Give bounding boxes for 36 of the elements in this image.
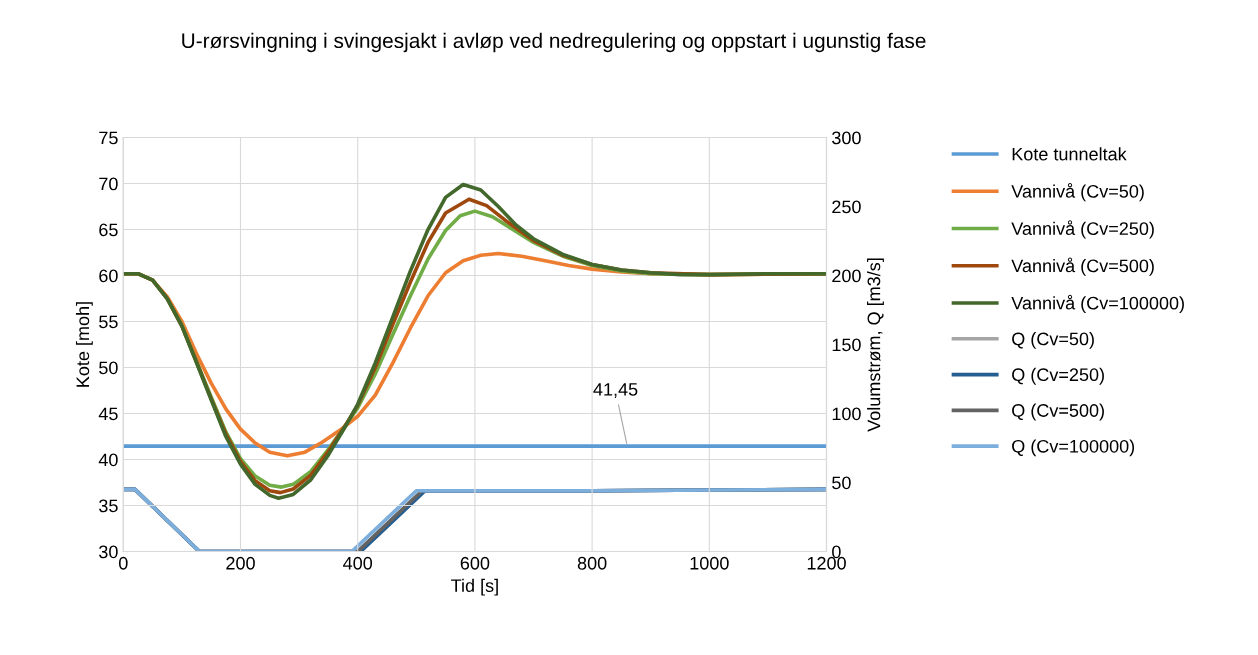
y-tick-label: 35 <box>99 499 118 513</box>
legend-label: Q (Cv=500) <box>1012 403 1104 421</box>
y-axis-title: Kote [moh] <box>75 302 93 387</box>
x-tick-label: 200 <box>226 556 255 570</box>
x-tick-label: 0 <box>118 556 128 570</box>
legend-label: Vannivå (Cv=50) <box>1011 183 1144 202</box>
x-tick-label: 400 <box>343 556 373 570</box>
legend-label: Q (Cv=50) <box>1012 332 1094 349</box>
annotation: 41,45 <box>593 383 638 398</box>
y-tick-label: 75 <box>99 131 118 145</box>
y-tick-label: 45 <box>98 407 118 421</box>
y-tick-label: 65 <box>99 223 118 237</box>
y-tick-label: 40 <box>98 453 118 467</box>
y2-tick-label: 200 <box>832 269 861 283</box>
y-tick-label: 55 <box>99 315 118 329</box>
x-axis-title: Tid [s] <box>451 578 498 596</box>
x-tick-label: 800 <box>577 556 607 570</box>
y-tick-label: 50 <box>99 361 118 375</box>
x-tick-label: 600 <box>460 556 490 570</box>
y2-axis-title: Volumstrøm, Q [m3/s] <box>867 258 884 432</box>
legend-label: Vannivå (Cv=500) <box>1011 257 1154 276</box>
y-tick-label: 30 <box>99 545 118 559</box>
legend-label: Vannivå (Cv=250) <box>1011 220 1154 239</box>
y2-tick-label: 50 <box>832 476 851 490</box>
y-tick-label: 70 <box>99 177 118 191</box>
y2-tick-label: 150 <box>832 338 861 352</box>
legend-label: Kote tunneltak <box>1012 147 1127 161</box>
legend-label: Q (Cv=250) <box>1012 367 1104 385</box>
y2-tick-label: 100 <box>832 407 861 421</box>
y2-tick-label: 250 <box>832 200 861 214</box>
chart-title: U-rørsvingning i svingesjakt i avløp ved nedregulering og oppstart i ugunstig fase <box>182 32 926 53</box>
x-tick-label: 1000 <box>690 556 729 570</box>
legend-label: Q (Cv=100000) <box>1012 439 1135 457</box>
y2-tick-label: 300 <box>832 131 861 145</box>
legend-label: Vannivå (Cv=100000) <box>1011 294 1184 314</box>
y-tick-label: 60 <box>99 269 118 283</box>
